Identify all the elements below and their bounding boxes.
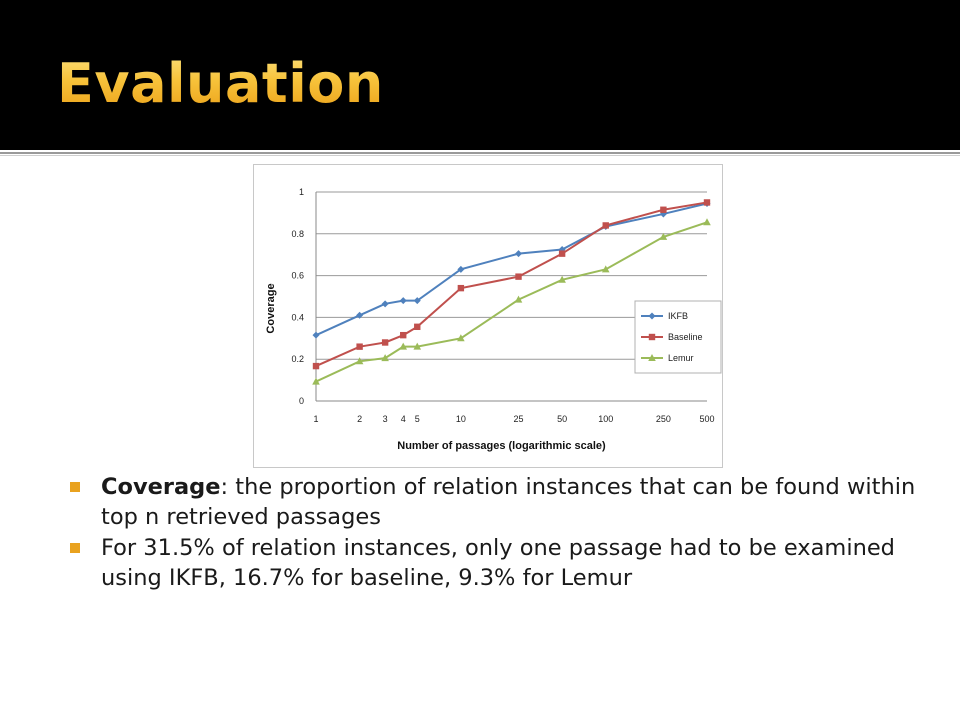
x-tick-label: 10: [456, 414, 466, 424]
data-point-ikfb: [381, 300, 389, 308]
data-point-lemur: [355, 357, 364, 365]
chart-canvas: 0 0.2 0.4 0.6 0.8 1 1 2 3 4 5 10 25 50 100 250 500 Number…: [265, 187, 722, 452]
data-point-baseline: [414, 323, 421, 331]
legend-label-baseline: Baseline: [668, 332, 703, 342]
x-tick-label: 50: [557, 414, 567, 424]
legend-label-ikfb: IKFB: [668, 311, 688, 321]
x-tick-label: 250: [656, 414, 671, 424]
legend-marker-baseline: [648, 333, 656, 341]
data-point-baseline: [703, 199, 711, 206]
x-tick-label: 4: [401, 414, 406, 424]
bullet-term: Coverage: [101, 474, 221, 500]
legend-marker-ikfb: [648, 312, 656, 320]
x-tick-label: 100: [598, 414, 613, 424]
data-point-lemur: [381, 354, 389, 362]
y-tick-label: 0: [299, 396, 304, 406]
header-divider: [0, 152, 960, 154]
data-point-baseline: [558, 250, 566, 257]
legend-marker-lemur: [648, 354, 656, 361]
data-point-ikfb: [457, 265, 465, 273]
header-divider-thin: [0, 155, 960, 156]
y-tick-label: 0.2: [291, 354, 304, 364]
data-point-lemur: [399, 342, 408, 350]
data-point-lemur: [312, 377, 320, 385]
legend-label-lemur: Lemur: [668, 353, 694, 363]
x-tick-label: 5: [415, 414, 420, 424]
data-point-baseline: [381, 339, 389, 346]
bullet-text: For 31.5% of relation instances, only on…: [101, 535, 895, 591]
y-tick-label: 0.6: [291, 271, 304, 281]
data-point-ikfb: [515, 250, 523, 258]
x-tick-label: 2: [357, 414, 362, 424]
data-point-lemur: [413, 342, 422, 350]
data-point-lemur: [659, 232, 668, 240]
title-bar: Evaluation: [0, 0, 960, 150]
x-tick-label: 1: [313, 414, 318, 424]
x-tick-label: 500: [699, 414, 714, 424]
y-tick-label: 1: [299, 187, 304, 197]
bullet-list: Coverage: the proportion of relation ins…: [70, 472, 930, 594]
x-tick-label: 3: [383, 414, 388, 424]
y-tick-label: 0.8: [291, 229, 304, 239]
square-bullet-icon: [70, 543, 80, 553]
data-point-lemur: [601, 265, 610, 273]
data-point-baseline: [602, 222, 609, 229]
data-point-lemur: [558, 275, 566, 283]
bullet-coverage-definition: Coverage: the proportion of relation ins…: [70, 472, 930, 532]
data-point-baseline: [312, 362, 320, 370]
data-point-ikfb: [399, 297, 407, 305]
bullet-single-passage-stats: For 31.5% of relation instances, only on…: [70, 533, 930, 593]
data-point-baseline: [660, 206, 667, 213]
data-point-baseline: [356, 343, 363, 350]
square-bullet-icon: [70, 482, 80, 492]
x-tick-label: 25: [514, 414, 524, 424]
y-axis-title: Coverage: [265, 283, 277, 333]
data-point-lemur: [514, 295, 523, 303]
data-point-ikfb: [312, 331, 320, 339]
data-point-lemur: [703, 218, 711, 226]
slide-title: Evaluation: [57, 46, 384, 122]
bullet-text: : the proportion of relation instances t…: [101, 474, 916, 530]
y-tick-label: 0.4: [291, 312, 304, 322]
x-axis-title: Number of passages (logarithmic scale): [397, 440, 606, 452]
data-point-ikfb: [356, 311, 364, 319]
data-point-lemur: [457, 334, 465, 342]
data-point-baseline: [457, 284, 465, 292]
data-point-baseline: [400, 331, 407, 339]
data-point-ikfb: [413, 297, 421, 305]
data-point-baseline: [515, 273, 522, 280]
coverage-chart: 0 0.2 0.4 0.6 0.8 1 1 2 3 4 5 10 25 50 100 250 500 Number…: [253, 164, 723, 468]
